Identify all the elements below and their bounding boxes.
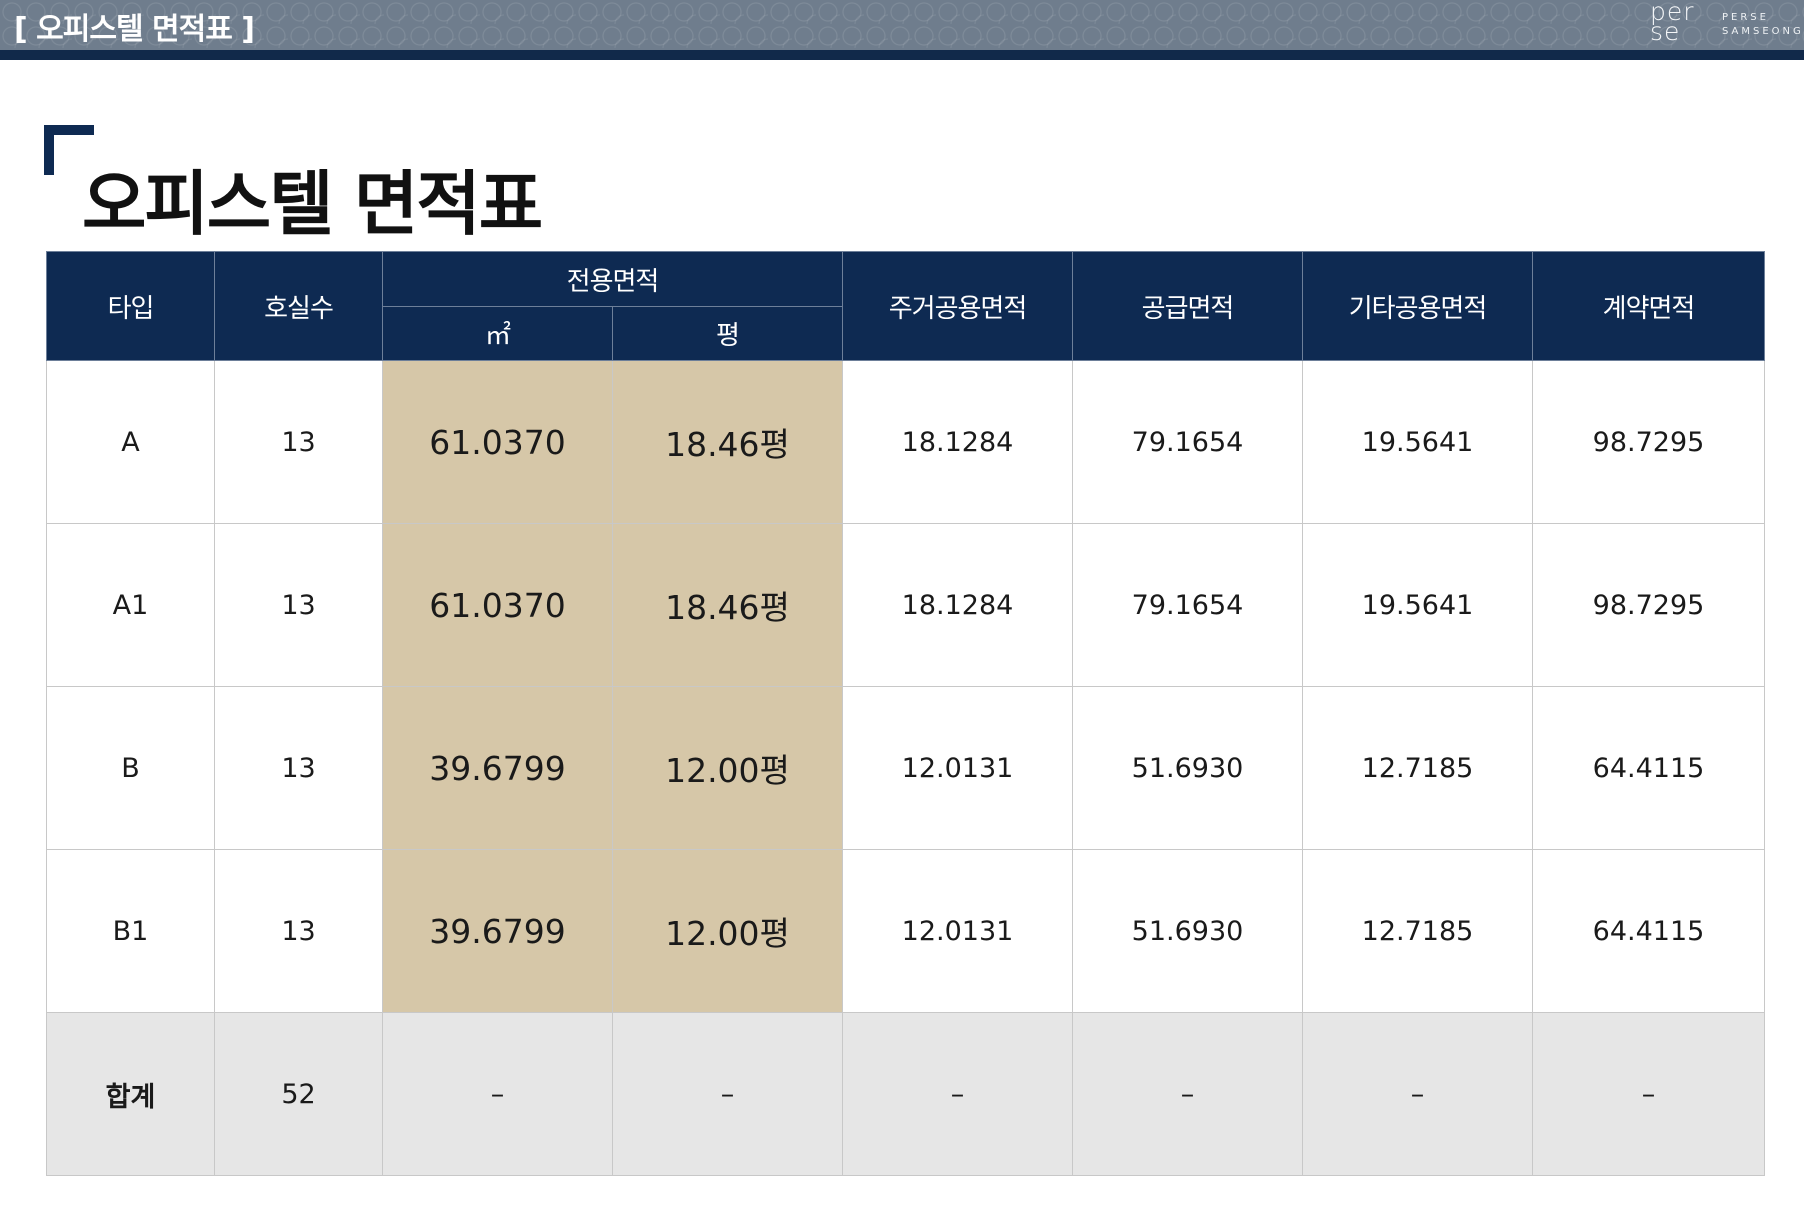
header-sqm: ㎡ bbox=[382, 306, 613, 361]
cell-type: B bbox=[46, 686, 215, 850]
cell-type: A bbox=[46, 360, 215, 524]
cell-total-supply: – bbox=[1072, 1012, 1303, 1176]
cell-supply: 51.6930 bbox=[1072, 686, 1303, 850]
logo-text-top: PERSE bbox=[1722, 12, 1769, 23]
header-units: 호실수 bbox=[214, 251, 383, 361]
cell-sqm: 61.0370 bbox=[382, 523, 613, 687]
cell-total-label: 합계 bbox=[46, 1012, 215, 1176]
cell-sqm: 39.6799 bbox=[382, 849, 613, 1013]
cell-total-sqm: – bbox=[382, 1012, 613, 1176]
cell-units: 13 bbox=[214, 523, 383, 687]
table-row: A1 13 61.0370 18.46평 18.1284 79.1654 19.… bbox=[46, 523, 1765, 687]
header-supply-area: 공급면적 bbox=[1072, 251, 1303, 361]
header-residential-common: 주거공용면적 bbox=[842, 251, 1073, 361]
table-row: B 13 39.6799 12.00평 12.0131 51.6930 12.7… bbox=[46, 686, 1765, 850]
cell-other-common: 12.7185 bbox=[1302, 686, 1533, 850]
cell-other-common: 12.7185 bbox=[1302, 849, 1533, 1013]
cell-supply: 79.1654 bbox=[1072, 523, 1303, 687]
cell-sqm: 61.0370 bbox=[382, 360, 613, 524]
cell-pyeong: 18.46평 bbox=[612, 360, 843, 524]
logo-mark: per se bbox=[1650, 2, 1695, 46]
cell-total-other-common: – bbox=[1302, 1012, 1533, 1176]
cell-contract: 64.4115 bbox=[1532, 686, 1765, 850]
cell-residential-common: 12.0131 bbox=[842, 686, 1073, 850]
table-row: A 13 61.0370 18.46평 18.1284 79.1654 19.5… bbox=[46, 360, 1765, 524]
cell-total-contract: – bbox=[1532, 1012, 1765, 1176]
logo-text: PERSE SAMSEONG bbox=[1722, 11, 1804, 39]
cell-other-common: 19.5641 bbox=[1302, 360, 1533, 524]
cell-contract: 64.4115 bbox=[1532, 849, 1765, 1013]
header-exclusive-area: 전용면적 bbox=[382, 251, 843, 307]
perse-logo: per se PERSE SAMSEONG bbox=[1650, 2, 1804, 48]
header-other-common: 기타공용면적 bbox=[1302, 251, 1533, 361]
header-contract-area: 계약면적 bbox=[1532, 251, 1765, 361]
cell-total-residential-common: – bbox=[842, 1012, 1073, 1176]
header-type: 타입 bbox=[46, 251, 215, 361]
header-pyeong: 평 bbox=[612, 306, 843, 361]
cell-pyeong: 18.46평 bbox=[612, 523, 843, 687]
logo-text-bottom: SAMSEONG bbox=[1722, 26, 1804, 37]
cell-type: A1 bbox=[46, 523, 215, 687]
area-table: 타입 호실수 전용면적 주거공용면적 공급면적 기타공용면적 계약면적 ㎡ 평 … bbox=[46, 251, 1765, 1176]
cell-units: 13 bbox=[214, 686, 383, 850]
banner-underline bbox=[0, 50, 1804, 60]
banner-title: [ 오피스텔 면적표 ] bbox=[14, 12, 255, 47]
cell-contract: 98.7295 bbox=[1532, 360, 1765, 524]
cell-residential-common: 18.1284 bbox=[842, 523, 1073, 687]
cell-units: 13 bbox=[214, 849, 383, 1013]
cell-sqm: 39.6799 bbox=[382, 686, 613, 850]
cell-type: B1 bbox=[46, 849, 215, 1013]
cell-pyeong: 12.00평 bbox=[612, 686, 843, 850]
cell-pyeong: 12.00평 bbox=[612, 849, 843, 1013]
logo-mark-bottom: se bbox=[1650, 17, 1681, 46]
page-title: 오피스텔 면적표 bbox=[82, 163, 543, 245]
cell-contract: 98.7295 bbox=[1532, 523, 1765, 687]
total-row: 합계 52 – – – – – – bbox=[46, 1012, 1765, 1176]
logo-mark-top: per bbox=[1650, 2, 1695, 26]
cell-residential-common: 18.1284 bbox=[842, 360, 1073, 524]
cell-units: 13 bbox=[214, 360, 383, 524]
cell-supply: 51.6930 bbox=[1072, 849, 1303, 1013]
cell-total-pyeong: – bbox=[612, 1012, 843, 1176]
cell-supply: 79.1654 bbox=[1072, 360, 1303, 524]
cell-total-units: 52 bbox=[214, 1012, 383, 1176]
table-row: B1 13 39.6799 12.00평 12.0131 51.6930 12.… bbox=[46, 849, 1765, 1013]
cell-residential-common: 12.0131 bbox=[842, 849, 1073, 1013]
cell-other-common: 19.5641 bbox=[1302, 523, 1533, 687]
corner-bracket-icon bbox=[44, 125, 94, 175]
top-banner: [ 오피스텔 면적표 ] per se PERSE SAMSEONG bbox=[0, 0, 1804, 50]
